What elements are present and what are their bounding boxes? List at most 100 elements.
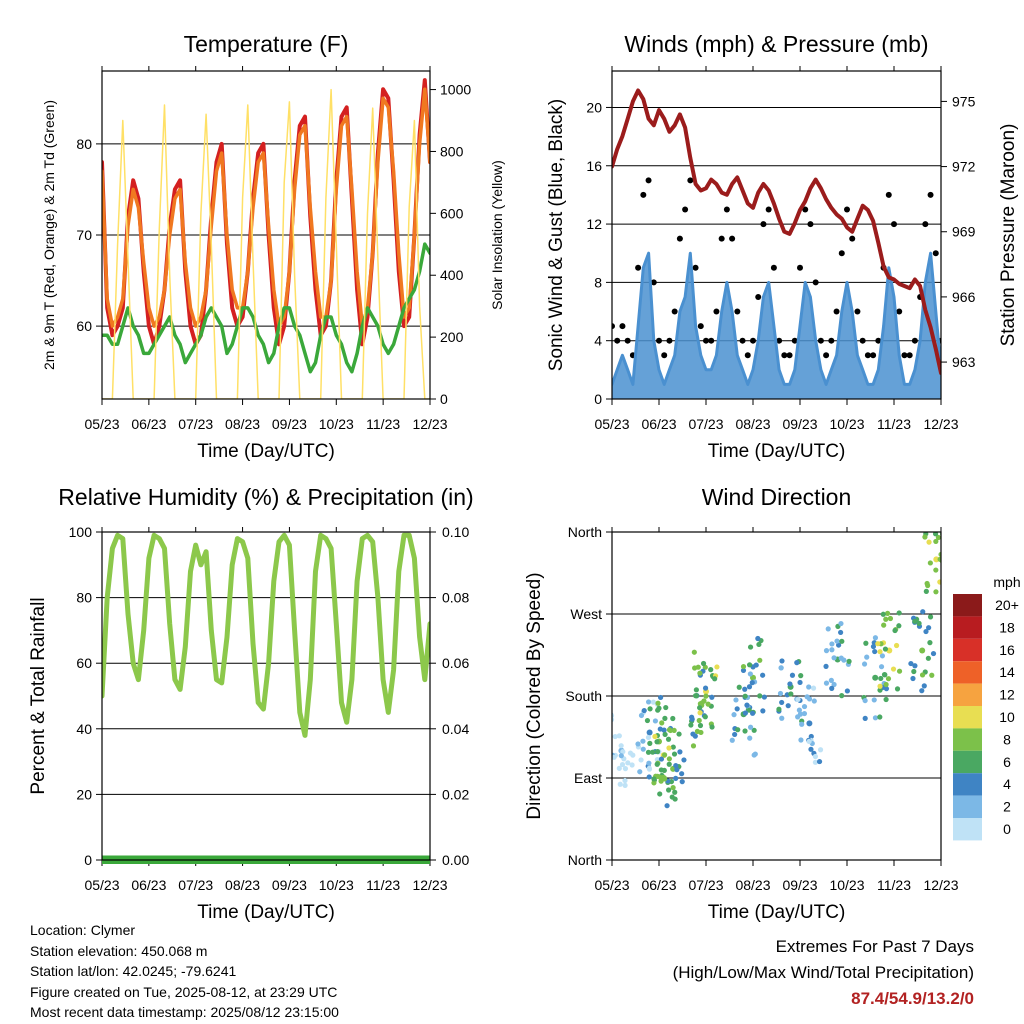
gust-point — [770, 264, 777, 271]
direction-point — [875, 641, 881, 647]
gust-point — [734, 308, 741, 315]
direction-point — [659, 720, 665, 726]
y2-tick-label-0-4: 800 — [440, 143, 464, 159]
x-tick-label-2-2: 07/23 — [178, 877, 213, 893]
direction-point — [937, 556, 941, 562]
direction-point-1 — [646, 729, 653, 736]
direction-point-14 — [919, 647, 926, 654]
direction-point — [638, 712, 645, 719]
direction-point — [779, 699, 785, 706]
gust-point — [802, 206, 809, 213]
x-tick-label-3-0: 05/23 — [594, 877, 629, 893]
direction-point — [883, 696, 889, 703]
direction-point — [657, 791, 663, 797]
direction-point — [673, 775, 679, 781]
extremes-values: 87.4/54.9/13.2/0 — [851, 989, 974, 1008]
direction-point — [829, 647, 835, 653]
direction-point — [644, 717, 651, 724]
y-tick-label-2-2: 40 — [76, 721, 92, 737]
series-line-station-pressure — [612, 88, 941, 375]
gust-point — [896, 308, 903, 315]
x-tick-label-2-5: 10/23 — [319, 877, 354, 893]
gust-point — [901, 352, 908, 359]
y2-tick-label-1-3: 972 — [952, 159, 976, 175]
x-axis-label-3: Time (Day/UTC) — [708, 902, 846, 923]
direction-point — [799, 721, 805, 727]
y2-tick-label-0-2: 400 — [440, 267, 464, 283]
direction-point — [779, 658, 785, 664]
direction-point — [887, 615, 894, 622]
plot-frame-3 — [611, 531, 942, 861]
x-tick-label-2-6: 11/23 — [366, 877, 400, 893]
gust-point — [645, 177, 652, 184]
direction-point — [938, 551, 941, 558]
y-tick-label-3-3: West — [570, 606, 602, 622]
direction-point — [697, 722, 704, 729]
direction-point-15 — [933, 556, 940, 563]
direction-point — [637, 769, 643, 775]
gust-point — [817, 337, 824, 344]
y2-tick-label-0-1: 200 — [440, 329, 464, 345]
x-tick-label-0-7: 12/23 — [412, 416, 447, 432]
direction-point — [751, 727, 757, 733]
direction-point — [736, 684, 742, 690]
direction-point — [645, 734, 652, 741]
gust-point — [713, 308, 720, 315]
gust-point — [671, 308, 678, 315]
gust-point — [723, 206, 730, 213]
direction-point — [760, 672, 766, 678]
gust-point — [838, 250, 845, 257]
direction-point — [925, 582, 931, 589]
gust-point — [854, 308, 861, 315]
direction-point — [751, 752, 757, 758]
y2-tick-label-2-1: 0.02 — [442, 786, 469, 802]
x-tick-label-0-0: 05/23 — [84, 416, 119, 432]
gust-point — [624, 337, 631, 344]
direction-point — [645, 749, 652, 755]
direction-point — [702, 714, 708, 720]
direction-point — [872, 715, 879, 721]
direction-point — [789, 672, 796, 678]
direction-point — [701, 698, 707, 704]
direction-point — [641, 707, 647, 714]
direction-point-8 — [750, 674, 756, 681]
x-tick-label-1-1: 06/23 — [641, 416, 676, 432]
direction-point — [919, 688, 925, 694]
y-tick-label-1-2: 8 — [594, 274, 602, 290]
direction-point — [652, 718, 659, 724]
y-tick-label-2-5: 100 — [69, 524, 93, 540]
direction-point — [757, 693, 763, 699]
gust-point — [776, 337, 783, 344]
direction-point — [697, 710, 703, 716]
direction-point — [742, 728, 748, 734]
direction-point — [922, 534, 928, 540]
gust-point — [676, 235, 683, 242]
gust-point — [682, 206, 689, 213]
gust-point — [661, 352, 668, 359]
direction-point — [882, 646, 889, 652]
direction-point — [753, 662, 759, 668]
direction-point — [616, 733, 622, 739]
direction-point — [828, 677, 834, 683]
direction-point — [829, 641, 835, 647]
direction-point — [645, 699, 652, 705]
y2-tick-label-2-0: 0.00 — [442, 852, 469, 868]
direction-point — [677, 749, 683, 755]
gust-point — [932, 250, 939, 257]
direction-point — [732, 731, 738, 738]
series-line-9m-t — [102, 87, 430, 328]
direction-point — [712, 676, 718, 682]
direction-point — [797, 711, 804, 717]
direction-point — [679, 771, 685, 777]
direction-point — [654, 739, 660, 745]
direction-point — [877, 649, 883, 655]
extremes-summary: Extremes For Past 7 Days (High/Low/Max W… — [673, 934, 974, 1012]
direction-point — [662, 715, 668, 721]
gust-point — [765, 206, 772, 213]
y2-tick-label-2-2: 0.04 — [442, 721, 469, 737]
direction-point — [890, 666, 897, 672]
direction-point — [733, 697, 739, 703]
elevation-text: Station elevation: 450.068 m — [30, 942, 208, 959]
gust-point — [927, 191, 934, 198]
direction-point — [896, 668, 903, 674]
